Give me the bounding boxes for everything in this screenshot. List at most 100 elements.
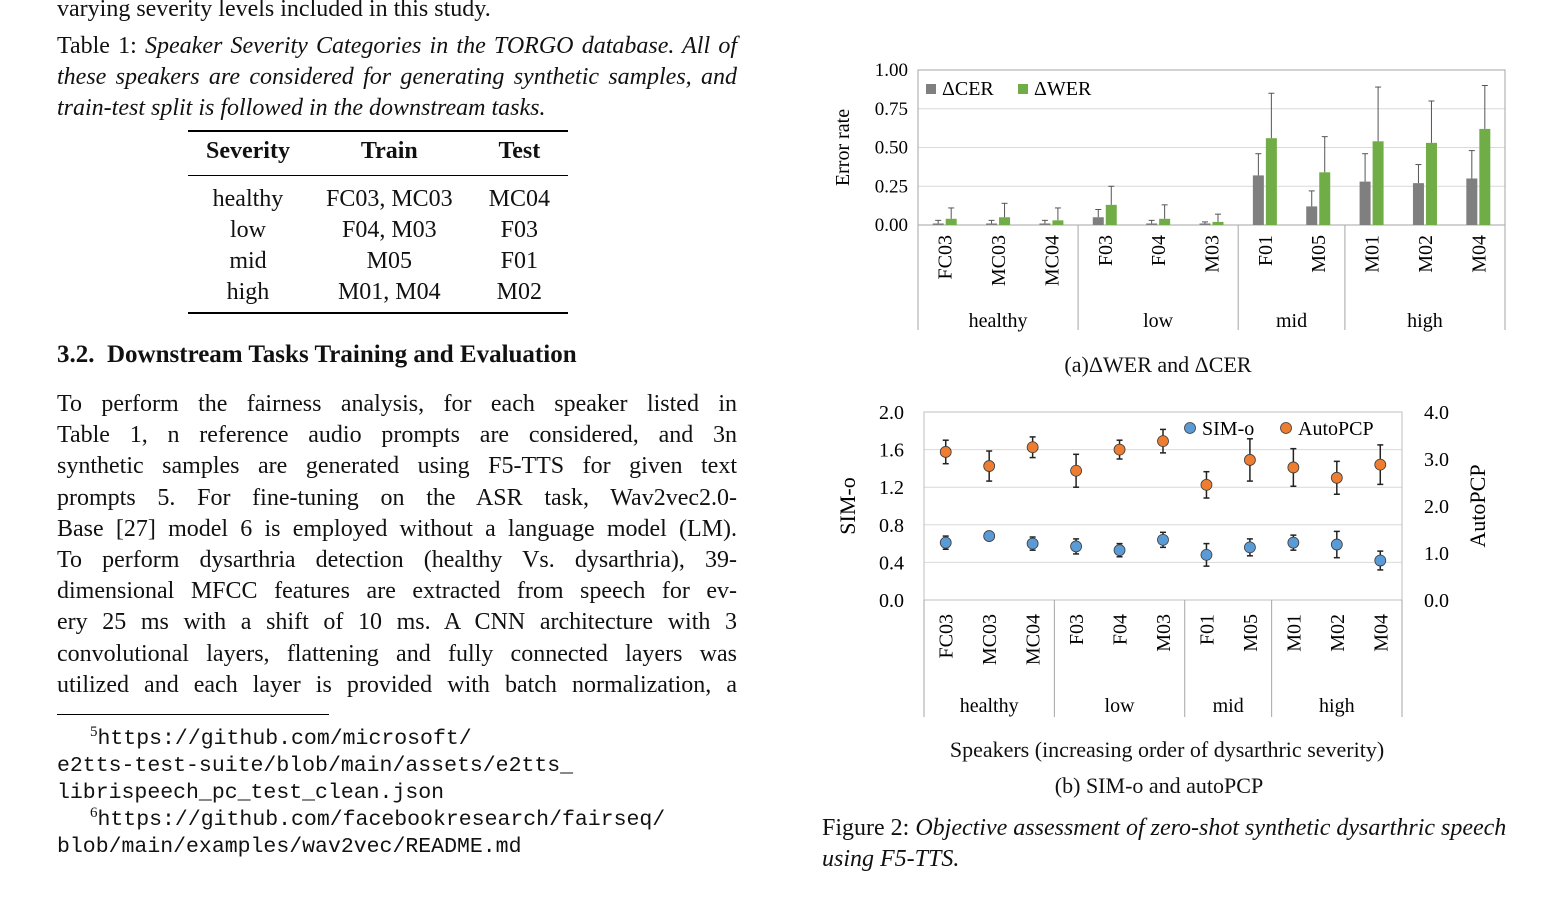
body-paragraph: To perform the fairness analysis, for ea… bbox=[57, 389, 737, 701]
data-point bbox=[1287, 536, 1300, 549]
y-tick-label: 0.8 bbox=[879, 515, 904, 537]
group-label: low bbox=[1143, 310, 1174, 332]
footnote-mark: 6 bbox=[90, 804, 98, 821]
y-axis-title: Error rate bbox=[832, 109, 854, 186]
bar bbox=[1199, 223, 1211, 225]
legend-label: SIM-o bbox=[1202, 418, 1254, 440]
table-row: high M01, M04 M02 bbox=[188, 277, 568, 313]
subcaption-b: (b) SIM-o and autoPCP bbox=[1054, 773, 1264, 798]
x-tick-label: M04 bbox=[1468, 235, 1490, 273]
table-row: mid M05 F01 bbox=[188, 246, 568, 277]
bar bbox=[1265, 138, 1277, 225]
data-point bbox=[1374, 458, 1387, 471]
x-tick-label: M03 bbox=[1153, 614, 1175, 652]
table-header-row: Severity Train Test bbox=[188, 131, 569, 176]
y2-tick-label: 2.0 bbox=[1424, 496, 1449, 518]
footnote-link[interactable]: blob/main/examples/wav2vec/README.md bbox=[57, 835, 522, 859]
group-label: mid bbox=[1213, 695, 1244, 717]
paragraph-line: prompts 5. For fine-tuning on the ASR ta… bbox=[57, 484, 737, 511]
x-tick-label: F04 bbox=[1110, 614, 1132, 645]
table-cell: low bbox=[229, 217, 266, 243]
y-tick-label: 2.0 bbox=[879, 402, 904, 424]
footnote-link[interactable]: librispeech_pc_test_clean.json bbox=[57, 781, 445, 805]
x-tick-label: F04 bbox=[1148, 235, 1170, 266]
y-tick-label: 0.00 bbox=[875, 215, 908, 236]
paragraph-line: convolutional layers, flattening and ful… bbox=[57, 640, 737, 667]
paragraph-line: Base [27] model 6 is employed without a … bbox=[57, 515, 737, 542]
y2-tick-label: 0.0 bbox=[1424, 590, 1449, 612]
data-point bbox=[1244, 541, 1256, 554]
x-tick-label: F01 bbox=[1196, 614, 1218, 645]
data-point bbox=[1026, 537, 1039, 550]
severity-table: Severity Train Test healthy FC03, MC03 M… bbox=[188, 130, 569, 314]
table-cell: F01 bbox=[500, 248, 539, 274]
bar bbox=[1105, 204, 1117, 225]
footnote-6: 6https://github.com/facebookresearch/fai… bbox=[57, 804, 757, 861]
paragraph-line: To perform the fairness analysis, for ea… bbox=[57, 391, 737, 417]
plot-frame bbox=[917, 69, 1506, 226]
y-tick-label: 0.50 bbox=[875, 138, 908, 159]
bar bbox=[1146, 223, 1158, 225]
bar bbox=[1039, 223, 1051, 225]
bar bbox=[1372, 141, 1384, 225]
legend-swatch bbox=[926, 84, 936, 94]
data-point bbox=[1070, 540, 1082, 553]
table-cell: MC04 bbox=[488, 186, 551, 212]
x-tick-label: M02 bbox=[1327, 614, 1349, 652]
plot-frame bbox=[923, 411, 1403, 601]
x-tick-label: MC04 bbox=[1023, 614, 1045, 665]
y-tick-label: 0.75 bbox=[875, 99, 908, 120]
top-line: varying severity levels included in this… bbox=[57, 0, 491, 22]
x-tick-label: F03 bbox=[1066, 614, 1088, 645]
y2-tick-label: 3.0 bbox=[1424, 449, 1449, 471]
x-tick-label: MC03 bbox=[979, 614, 1001, 665]
table-cell: F04, M03 bbox=[341, 217, 437, 243]
legend-swatch bbox=[1018, 84, 1028, 94]
bar bbox=[999, 217, 1011, 225]
y2-tick-label: 1.0 bbox=[1424, 543, 1449, 565]
data-point bbox=[1244, 454, 1256, 466]
figure-caption: Figure 2: Objective assessment of zero-s… bbox=[822, 813, 1512, 875]
y-axis-title: SIM-o bbox=[835, 477, 860, 534]
y-tick-label: 1.00 bbox=[875, 60, 908, 81]
subcaption-a: (a)ΔWER and ΔCER bbox=[1064, 352, 1252, 377]
footnote-link[interactable]: e2tts-test-suite/blob/main/assets/e2tts_ bbox=[57, 754, 574, 778]
group-label: high bbox=[1319, 695, 1355, 717]
data-point bbox=[1113, 544, 1126, 557]
paragraph-line: Table 1, n reference audio prompts are c… bbox=[57, 422, 737, 449]
legend-label: ΔWER bbox=[1034, 78, 1092, 100]
bar bbox=[1212, 221, 1224, 225]
table-caption: Table 1: Speaker Severity Categories in … bbox=[57, 31, 737, 124]
table-header: Severity bbox=[188, 131, 308, 176]
group-label: healthy bbox=[960, 695, 1019, 717]
table-caption-label: Table 1: bbox=[57, 33, 137, 59]
legend-swatch bbox=[1184, 422, 1196, 434]
footnote-link[interactable]: https://github.com/microsoft/ bbox=[97, 727, 472, 751]
data-point bbox=[1200, 548, 1213, 561]
footnote-mark: 5 bbox=[90, 723, 98, 740]
section-heading: 3.2. Downstream Tasks Training and Evalu… bbox=[57, 341, 577, 368]
bar bbox=[1159, 218, 1171, 225]
table-caption-text: Speaker Severity Categories in the TORGO… bbox=[57, 33, 738, 121]
y-tick-label: 0.25 bbox=[875, 176, 908, 197]
bar bbox=[1052, 220, 1064, 225]
table-row: low F04, M03 F03 bbox=[188, 215, 568, 246]
figure-caption-text: Objective assessment of zero-shot synthe… bbox=[822, 815, 1507, 872]
footnote-5: 5https://github.com/microsoft/ e2tts-tes… bbox=[57, 723, 757, 807]
bar bbox=[1319, 172, 1331, 225]
footnote-link[interactable]: https://github.com/facebookresearch/fair… bbox=[97, 808, 666, 832]
data-point bbox=[1374, 554, 1387, 567]
table-cell: M02 bbox=[496, 279, 543, 305]
bar bbox=[945, 218, 957, 225]
data-point bbox=[1157, 435, 1169, 448]
x-tick-label: M02 bbox=[1415, 235, 1437, 273]
x-tick-label: F01 bbox=[1255, 235, 1277, 266]
table-cell: F03 bbox=[500, 217, 539, 243]
figure-caption-label: Figure 2: bbox=[822, 815, 910, 841]
group-label: high bbox=[1407, 310, 1443, 332]
x-tick-label: M01 bbox=[1362, 235, 1384, 273]
bar bbox=[1412, 183, 1424, 225]
y2-tick-label: 4.0 bbox=[1424, 402, 1449, 424]
bar bbox=[1466, 178, 1478, 225]
x-tick-label: M05 bbox=[1240, 614, 1262, 652]
